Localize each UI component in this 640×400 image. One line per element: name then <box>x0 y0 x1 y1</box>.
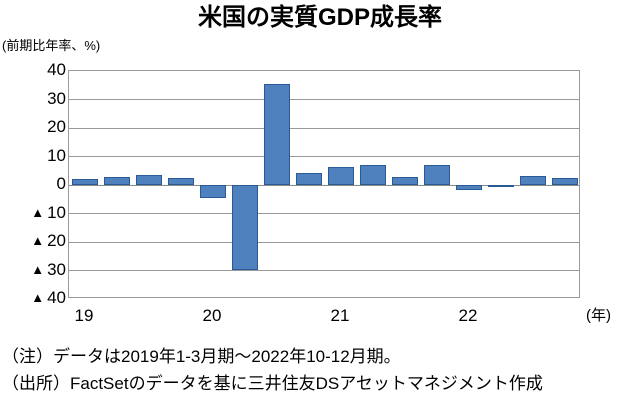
gridline <box>69 156 579 157</box>
bar <box>327 167 355 185</box>
bar <box>487 185 515 187</box>
y-axis-tick-value: 30 <box>47 259 66 279</box>
bar <box>519 175 547 185</box>
footnote-note: （注）データは2019年1-3月期～2022年10-12月期。 <box>2 347 401 366</box>
y-axis-tick-value: 20 <box>47 117 66 136</box>
x-axis-unit-label: (年) <box>586 307 611 324</box>
y-axis-tick-label: ▲ 40 <box>0 289 66 306</box>
x-axis-tick-label: 22 <box>458 306 478 325</box>
bar-series <box>69 71 579 297</box>
y-axis-tick-value: 10 <box>47 202 66 222</box>
gridline <box>69 184 579 186</box>
gridline <box>69 213 579 214</box>
bar <box>199 185 227 199</box>
bar <box>359 165 387 185</box>
negative-triangle-icon: ▲ <box>31 261 45 277</box>
bar <box>231 185 259 271</box>
negative-triangle-icon: ▲ <box>31 233 45 248</box>
y-axis-unit-label: (前期比年率、%) <box>2 38 101 53</box>
x-axis-tick-label: 19 <box>74 306 94 325</box>
y-axis-tick-value: 40 <box>47 288 66 307</box>
y-axis-tick-label: 40 <box>0 61 66 78</box>
gridline <box>69 99 579 100</box>
y-axis-tick-value: 0 <box>56 174 66 193</box>
bar <box>455 185 483 190</box>
negative-triangle-icon: ▲ <box>31 290 45 305</box>
negative-triangle-icon: ▲ <box>31 204 45 220</box>
plot-area <box>68 70 580 298</box>
gridline <box>69 270 579 271</box>
bar <box>391 177 419 185</box>
bar <box>135 174 163 185</box>
footnotes: （注）データは2019年1-3月期～2022年10-12月期。 （出所）Fact… <box>2 343 640 397</box>
x-axis-tick-label: 20 <box>202 306 222 325</box>
bar <box>423 165 451 185</box>
y-axis-tick-value: 10 <box>47 145 66 165</box>
y-axis-tick-label: 10 <box>0 147 66 164</box>
bar <box>263 84 291 185</box>
bar <box>103 177 131 185</box>
y-axis-tick-label: 30 <box>0 90 66 107</box>
chart-title: 米国の実質GDP成長率 <box>197 4 442 31</box>
y-axis-tick-label: ▲ 30 <box>0 261 66 278</box>
gridline <box>69 241 579 243</box>
y-axis-tick-label: 20 <box>0 118 66 135</box>
y-axis-tick-value: 30 <box>47 88 66 108</box>
y-axis-tick-value: 20 <box>47 231 66 250</box>
footnote-source: （出所）FactSetのデータを基に三井住友DSアセットマネジメント作成 <box>2 374 543 393</box>
x-axis-tick-label: 21 <box>330 306 350 325</box>
y-axis-tick-label: ▲ 20 <box>0 232 66 249</box>
bar <box>295 173 323 185</box>
bar <box>167 178 195 185</box>
y-axis-tick-label: 0 <box>0 175 66 192</box>
bar <box>551 177 579 185</box>
gridline <box>69 127 579 129</box>
bar <box>71 178 99 185</box>
y-axis-tick-value: 40 <box>47 60 66 79</box>
y-axis-tick-label: ▲ 10 <box>0 204 66 221</box>
